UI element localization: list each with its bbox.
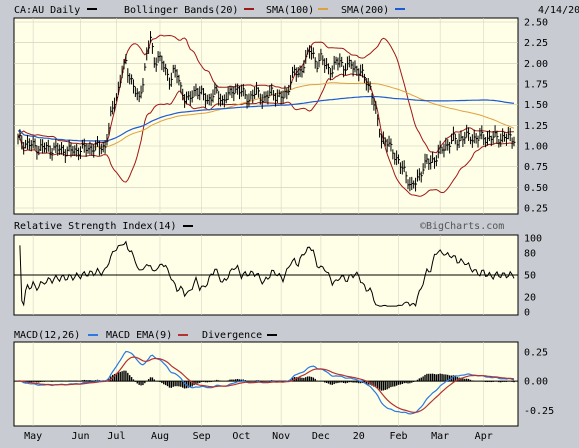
x-axis-label: Dec: [312, 431, 330, 442]
macd-axis-ticks: 0.25 0.00 -0.25: [524, 347, 554, 416]
macd-ema-swatch: [178, 334, 188, 336]
rsi-tick-label: 20: [524, 293, 536, 304]
x-axis-label: Jul: [107, 431, 125, 442]
x-axis-label: Oct: [232, 431, 250, 442]
x-axis-labels: May Jun Jul Aug Sep Oct Nov Dec 20 Feb Mar Apr: [24, 431, 493, 442]
x-axis-label: 20: [353, 431, 365, 442]
price-tick-label: 0.25: [524, 204, 548, 215]
macd-panel: [13, 341, 519, 427]
macd-tick-label: 0.00: [524, 377, 548, 388]
price-grid: [14, 18, 518, 214]
rsi-line: [19, 240, 515, 308]
rsi-tick-label: 50: [524, 271, 536, 282]
x-axis-label: May: [24, 431, 42, 442]
price-tick-label: 0.50: [524, 183, 548, 194]
macd-title: MACD(12,26): [14, 330, 80, 341]
x-axis-label: Sep: [193, 431, 211, 442]
rsi-grid: [14, 235, 518, 315]
price-tick-label: 1.00: [524, 142, 548, 153]
date-label: 4/14/20: [538, 5, 579, 16]
price-tick-label: 1.75: [524, 80, 548, 91]
x-axis-label: Mar: [431, 431, 449, 442]
price-tick-label: 2.25: [524, 38, 548, 49]
divergence-swatch: [267, 334, 277, 336]
sma100-line: [93, 82, 515, 148]
header-legend: CA:AU Daily Bollinger Bands(20) SMA(100)…: [14, 5, 579, 16]
macd-tick-label: -0.25: [524, 406, 554, 417]
bollinger-upper-line: [17, 34, 515, 154]
price-tick-label: 2.50: [524, 18, 548, 29]
macd-swatch: [88, 334, 98, 336]
sma100-label: SMA(100): [266, 5, 314, 16]
x-axis-label: Feb: [389, 431, 407, 442]
x-axis-label: Apr: [475, 431, 493, 442]
sma200-swatch: [395, 8, 405, 10]
price-tick-label: 1.50: [524, 100, 548, 111]
price-series-group: [17, 31, 516, 197]
macd-ema-label: MACD EMA(9): [106, 330, 172, 341]
x-axis-label: Aug: [151, 431, 169, 442]
rsi-axis-ticks: 100 80 50 20 0: [524, 234, 542, 319]
x-axis-label: Nov: [272, 431, 290, 442]
rsi-swatch: [183, 225, 193, 227]
price-axis-ticks: 2.50 2.25 2.00 1.75 1.50 1.25 1.00 0.75 0.50 0.25: [524, 18, 548, 215]
sma100-swatch: [318, 8, 328, 10]
bollinger-label: Bollinger Bands(20): [124, 5, 238, 16]
x-axis-label: Jun: [71, 431, 89, 442]
symbol-label: CA:AU Daily: [14, 5, 80, 16]
macd-tick-label: 0.25: [524, 347, 548, 358]
rsi-tick-label: 100: [524, 234, 542, 245]
rsi-tick-label: 80: [524, 248, 536, 259]
price-panel: [13, 17, 519, 215]
rsi-tick-label: 0: [524, 308, 530, 319]
price-swatch: [87, 8, 97, 10]
watermark: ©BigCharts.com: [420, 221, 504, 232]
price-tick-label: 0.75: [524, 162, 548, 173]
macd-ema-line: [17, 356, 515, 413]
price-tick-label: 2.00: [524, 59, 548, 70]
rsi-title: Relative Strength Index(14): [14, 221, 177, 232]
bollinger-lower-line: [17, 73, 515, 197]
divergence-label: Divergence: [202, 330, 262, 341]
rsi-series-group: [19, 240, 515, 308]
sma200-label: SMA(200): [341, 5, 389, 16]
bollinger-swatch: [244, 8, 254, 10]
sma200-line: [17, 95, 515, 142]
macd-series-group: [17, 350, 515, 415]
price-tick-label: 1.25: [524, 121, 548, 132]
